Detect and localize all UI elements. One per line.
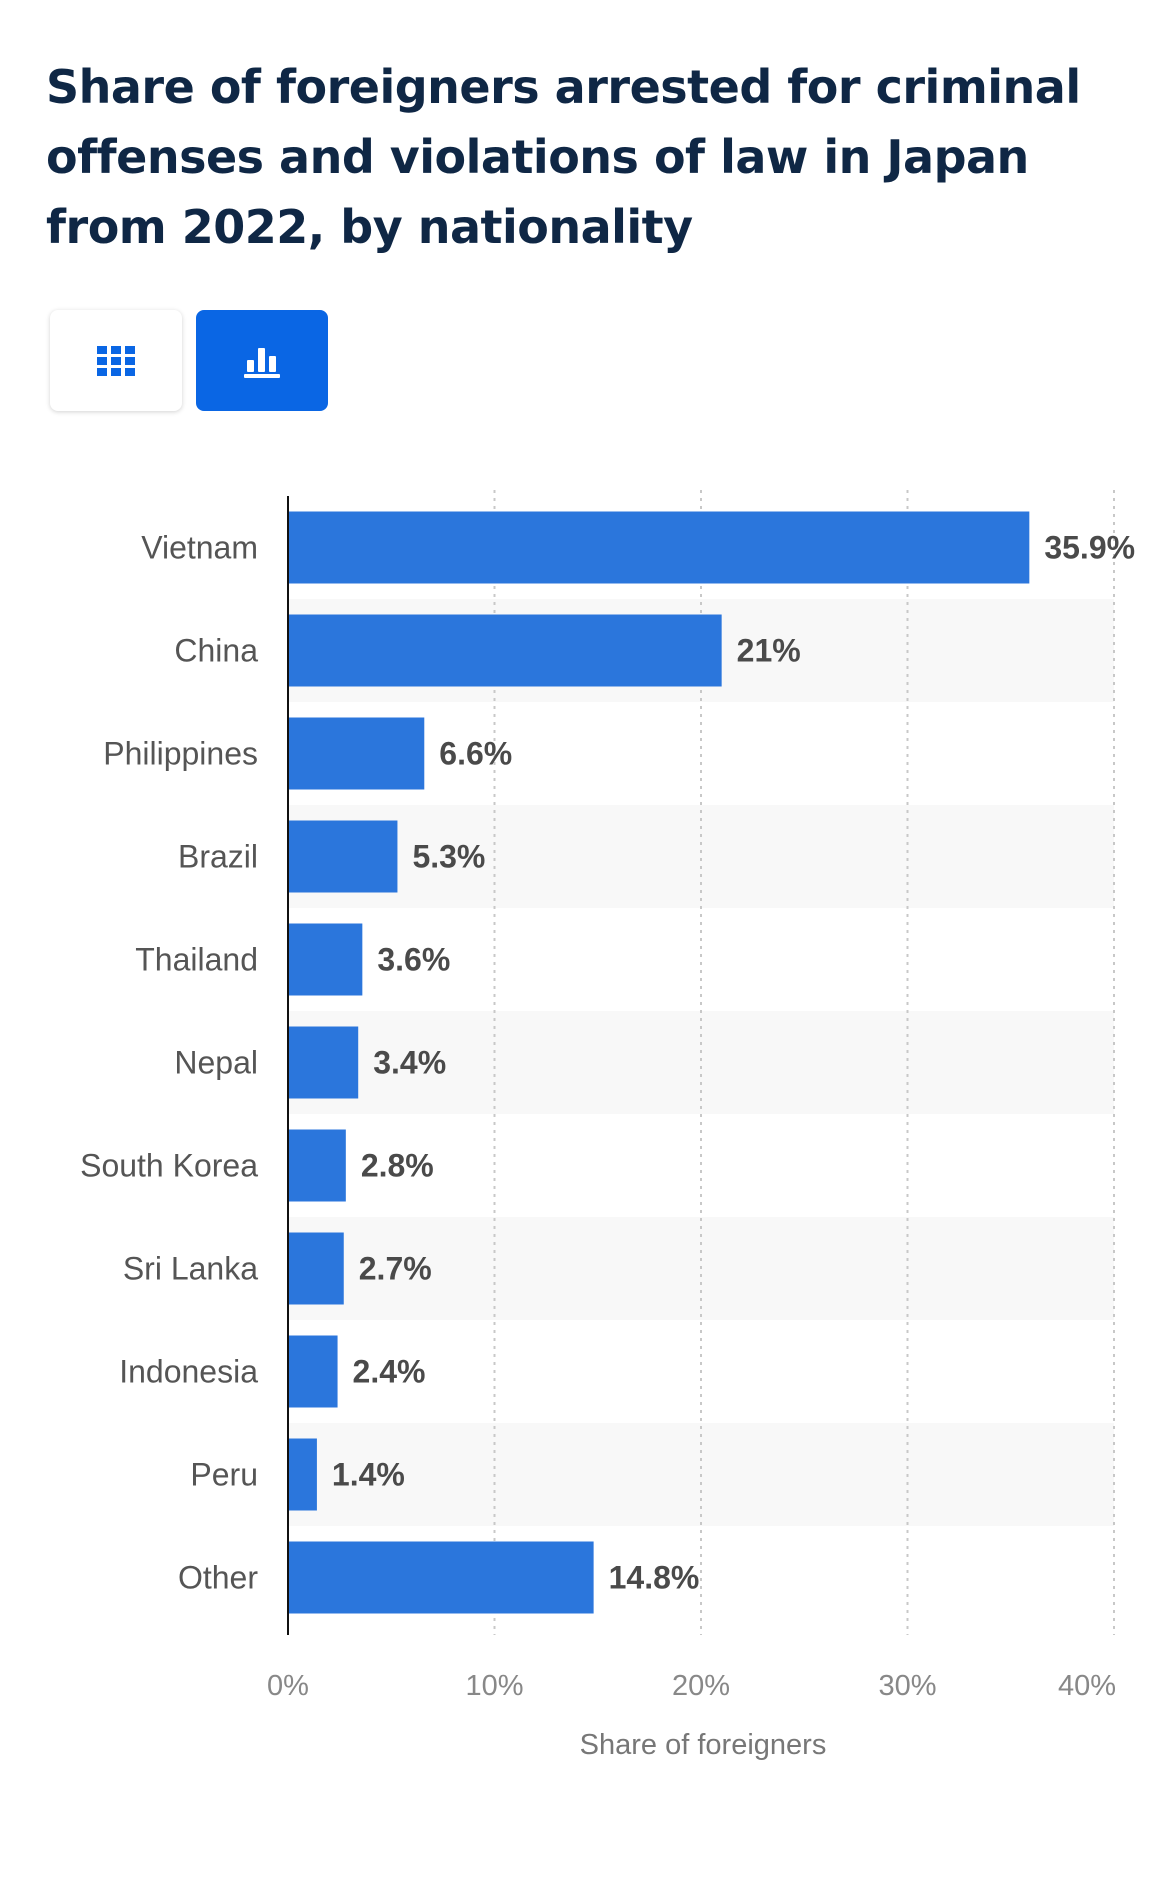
category-label: Other xyxy=(178,1560,258,1596)
value-label: 2.7% xyxy=(359,1251,432,1287)
x-tick-label: 40% xyxy=(1058,1670,1116,1702)
value-label: 21% xyxy=(737,633,801,669)
bar xyxy=(288,1541,594,1614)
table-grid-icon xyxy=(97,345,135,376)
value-label: 2.4% xyxy=(353,1354,426,1390)
x-axis-title: Share of foreigners xyxy=(580,1729,827,1761)
bar xyxy=(288,1335,338,1408)
category-label: Sri Lanka xyxy=(123,1251,258,1287)
category-label: Indonesia xyxy=(119,1354,258,1390)
category-label: Vietnam xyxy=(141,530,258,566)
value-label: 3.6% xyxy=(377,942,450,978)
value-label: 14.8% xyxy=(609,1560,700,1596)
bar xyxy=(288,1438,317,1511)
category-label: Brazil xyxy=(178,839,258,875)
bar xyxy=(288,1129,346,1202)
chart-title: Share of foreigners arrested for crimina… xyxy=(46,60,1081,254)
category-label: South Korea xyxy=(80,1148,258,1184)
bar-chart-icon xyxy=(244,344,280,378)
bar xyxy=(288,1232,344,1305)
value-label: 5.3% xyxy=(412,839,485,875)
value-label: 1.4% xyxy=(332,1457,405,1493)
bar xyxy=(288,717,425,790)
category-label: Philippines xyxy=(103,736,258,772)
category-label: Peru xyxy=(190,1457,258,1493)
bar xyxy=(288,923,363,996)
x-tick-label: 30% xyxy=(878,1670,936,1702)
chart-view-button[interactable] xyxy=(196,310,328,411)
x-tick-label: 20% xyxy=(672,1670,730,1702)
table-view-button[interactable] xyxy=(50,310,182,411)
bar-chart: Vietnam 35.9% China 21% Philippines 6.6% Brazi… xyxy=(80,490,1135,1761)
bar xyxy=(288,820,398,893)
bar xyxy=(288,1026,359,1099)
bar xyxy=(288,511,1030,584)
x-tick-label: 0% xyxy=(267,1670,309,1702)
value-label: 35.9% xyxy=(1044,530,1135,566)
category-label: China xyxy=(174,633,258,669)
bar xyxy=(288,614,722,687)
x-tick-label: 10% xyxy=(465,1670,523,1702)
category-label: Nepal xyxy=(174,1045,258,1081)
category-label: Thailand xyxy=(135,942,258,978)
value-label: 6.6% xyxy=(439,736,512,772)
value-label: 2.8% xyxy=(361,1148,434,1184)
value-label: 3.4% xyxy=(373,1045,446,1081)
